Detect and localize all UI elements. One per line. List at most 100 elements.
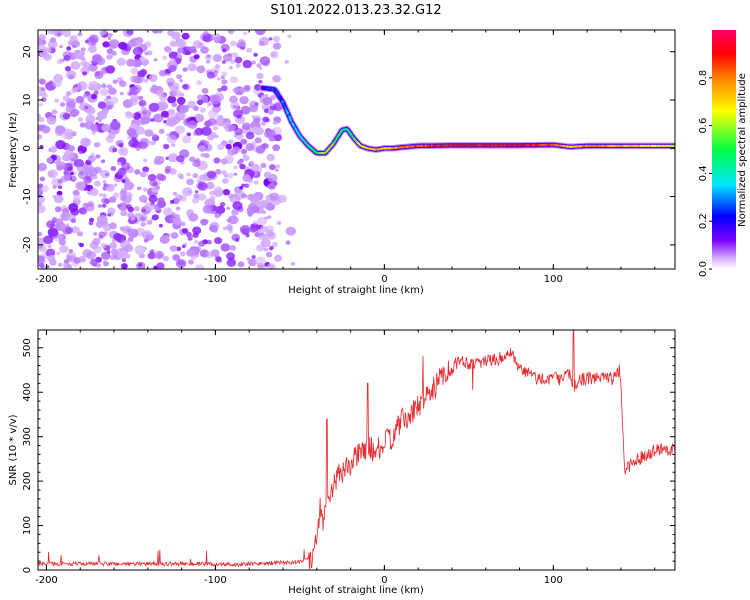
x-tick-label: -200	[35, 274, 58, 285]
noise-blob	[56, 251, 61, 256]
track-segment	[328, 145, 332, 149]
noise-blob	[222, 48, 227, 53]
noise-blob	[56, 190, 63, 196]
noise-blob	[192, 232, 199, 238]
track-segment	[359, 144, 362, 147]
noise-blob	[102, 203, 107, 208]
noise-blob	[275, 164, 281, 169]
noise-blob	[192, 160, 201, 168]
noise-blob	[105, 184, 110, 188]
noise-blob	[159, 235, 170, 244]
noise-blob	[195, 115, 204, 123]
noise-blob	[93, 232, 98, 236]
noise-blob	[268, 37, 273, 41]
noise-blob	[249, 160, 255, 166]
noise-blob	[140, 115, 151, 125]
colorbar-tick-label: 0.2	[698, 213, 709, 229]
noise-blob	[138, 263, 143, 267]
noise-blob	[136, 147, 141, 151]
noise-blob	[41, 185, 49, 193]
track-segment	[352, 136, 356, 140]
noise-blob	[272, 42, 282, 50]
noise-blob	[96, 263, 102, 268]
colorbar-tick-label: 0.4	[698, 165, 709, 181]
noise-blob	[249, 104, 259, 113]
noise-blob	[226, 252, 235, 261]
noise-blob	[152, 30, 160, 34]
colorbar-gradient	[712, 30, 736, 269]
noise-blob	[38, 254, 45, 264]
noise-blob	[234, 56, 243, 64]
track-segment	[281, 101, 286, 106]
noise-blob	[167, 109, 175, 116]
noise-blob	[82, 93, 88, 99]
noise-blob	[175, 206, 181, 211]
noise-blob	[39, 176, 46, 182]
noise-blob	[151, 133, 157, 138]
noise-blob	[109, 254, 116, 261]
noise-blob	[239, 41, 246, 48]
noise-blob	[272, 75, 281, 83]
track-segment	[284, 108, 289, 113]
track-segment	[294, 127, 298, 131]
track-segment	[290, 120, 294, 124]
noise-blob	[223, 53, 233, 62]
noise-blob	[171, 143, 176, 147]
noise-blob	[270, 51, 277, 57]
noise-blob	[51, 109, 58, 115]
noise-blob	[72, 87, 79, 93]
noise-blob	[219, 202, 226, 207]
noise-blob	[106, 95, 111, 100]
noise-blob	[182, 67, 188, 72]
track-segment	[324, 150, 328, 154]
noise-blob	[102, 41, 110, 48]
noise-blob	[90, 152, 96, 157]
noise-blob	[63, 170, 70, 176]
noise-blob	[59, 45, 63, 48]
noise-blob	[188, 46, 197, 53]
noise-blob	[185, 231, 192, 237]
noise-blob	[161, 110, 169, 118]
noise-blob	[206, 71, 215, 79]
track-segment	[306, 143, 310, 147]
track-segment	[358, 143, 361, 147]
noise-blob	[68, 145, 76, 152]
noise-blob	[101, 83, 107, 89]
noise-blob	[203, 153, 210, 159]
noise-blob	[47, 40, 58, 49]
noise-blob	[241, 193, 248, 199]
track-segment	[295, 129, 299, 133]
track-segment	[302, 139, 306, 143]
noise-blob	[253, 220, 258, 225]
noise-blob	[192, 40, 203, 49]
noise-blob	[65, 227, 74, 234]
noise-blob	[132, 46, 144, 56]
noise-blob	[142, 166, 150, 173]
noise-blob	[109, 120, 121, 131]
noise-blob	[233, 203, 239, 208]
noise-blob	[118, 146, 129, 156]
noise-blob	[93, 90, 99, 96]
noise-blob	[102, 193, 107, 198]
noise-blob	[196, 80, 203, 86]
spectrogram-frame	[37, 29, 676, 270]
noise-blob	[220, 75, 225, 80]
noise-blob	[52, 185, 57, 189]
noise-blob	[172, 254, 181, 261]
noise-blob	[90, 125, 99, 133]
noise-blob	[240, 138, 248, 145]
noise-blob	[207, 134, 215, 141]
noise-blob	[64, 66, 72, 72]
noise-blob	[101, 251, 111, 260]
noise-blob	[277, 194, 287, 203]
noise-blob	[120, 240, 131, 249]
noise-blob	[263, 247, 269, 252]
noise-blob	[154, 250, 165, 260]
noise-blob	[197, 193, 207, 201]
noise-blob	[155, 185, 161, 190]
colorbar: 0.0 0.2 0.4 0.6 0.8 Normalized spectral ampl…	[698, 30, 748, 277]
noise-blob	[147, 173, 157, 182]
noise-blob	[117, 204, 121, 208]
noise-blob	[152, 113, 164, 123]
y-tick-label: 0	[22, 145, 33, 151]
